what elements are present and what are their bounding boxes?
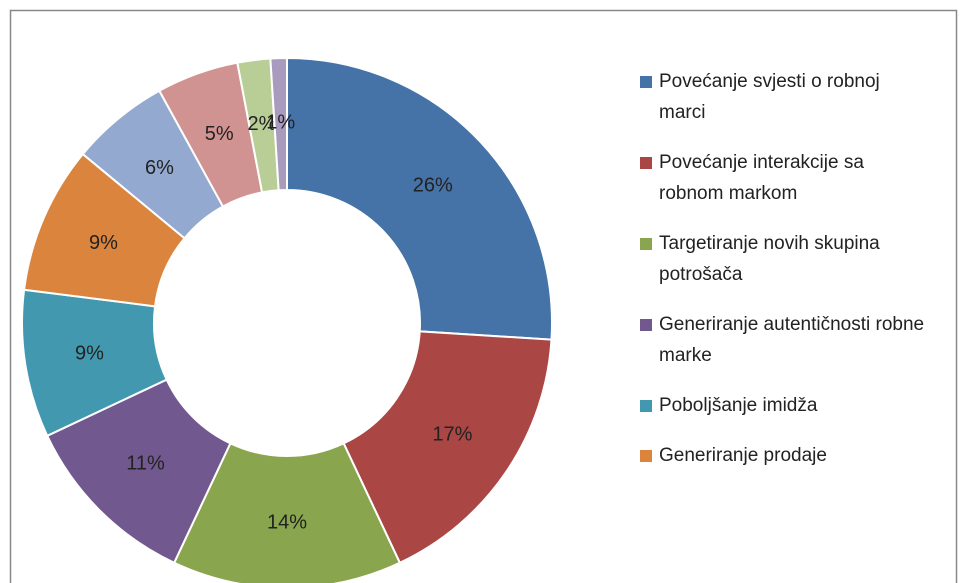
- legend-swatch: [640, 319, 652, 331]
- legend-swatch: [640, 76, 652, 88]
- data-label: 26%: [413, 174, 453, 196]
- legend-label: Povećanje svjesti o robnoj marci: [659, 71, 880, 123]
- legend-swatch: [640, 450, 652, 462]
- legend-item: Generiranje prodaje: [640, 440, 930, 471]
- data-label: 17%: [432, 424, 472, 446]
- slice: [269, 56, 288, 192]
- slice: [286, 56, 553, 341]
- legend-swatch: [640, 238, 652, 250]
- slice: [342, 330, 553, 565]
- legend-item: Targetiranje novih skupina potrošača: [640, 228, 930, 290]
- data-label: 2%: [247, 113, 276, 135]
- legend-label: Targetiranje novih skupina potrošača: [659, 233, 880, 285]
- legend-label: Povećanje interakcije sa robnom markom: [659, 152, 864, 204]
- legend-item: Generiranje autentičnosti robne marke: [640, 309, 930, 371]
- legend-item: Poboljšanje imidža: [640, 390, 930, 421]
- data-label: 5%: [205, 123, 234, 145]
- legend-swatch: [640, 400, 652, 412]
- legend: Povećanje svjesti o robnoj marci Povećanj…: [640, 66, 930, 490]
- legend-label: Poboljšanje imidža: [659, 395, 818, 416]
- legend-label: Generiranje prodaje: [659, 445, 827, 466]
- data-label: 14%: [267, 511, 307, 533]
- slice: [172, 442, 402, 583]
- legend-item: Povećanje interakcije sa robnom markom: [640, 147, 930, 209]
- frame: [9, 9, 958, 583]
- data-label: 9%: [89, 232, 118, 254]
- data-label: 6%: [145, 157, 174, 179]
- legend-item: Povećanje svjesti o robnoj marci: [640, 66, 930, 128]
- data-label: 1%: [266, 111, 295, 133]
- data-label: 9%: [75, 343, 104, 365]
- legend-label: Generiranje autentičnosti robne marke: [659, 314, 925, 366]
- legend-swatch: [640, 157, 652, 169]
- data-label: 11%: [126, 453, 165, 475]
